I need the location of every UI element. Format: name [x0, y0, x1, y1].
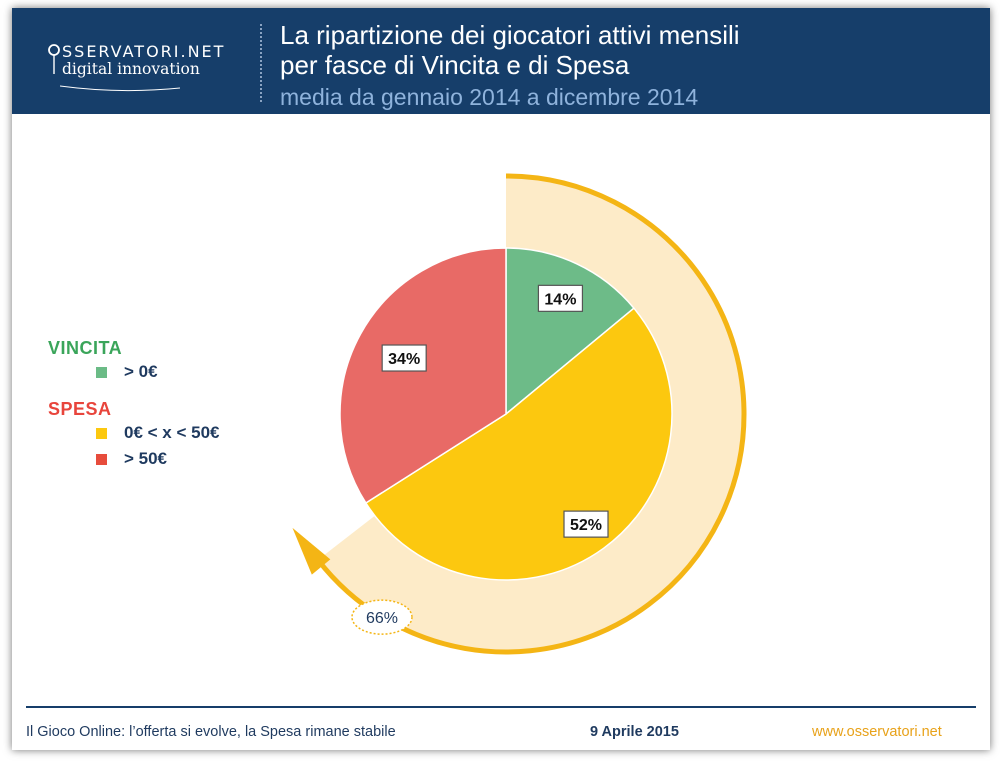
legend-item-spesa-high: > 50€ [48, 446, 308, 472]
slice-label-0: 14% [537, 284, 584, 312]
page-subtitle: media da gennaio 2014 a dicembre 2014 [280, 84, 699, 110]
legend-swatch-red [96, 454, 107, 465]
logo-top-text: SSERVATORI.NET [62, 42, 226, 61]
pie-slice-2 [339, 247, 507, 504]
legend-label-vincita: > 0€ [124, 362, 158, 381]
legend-swatch-green [96, 367, 107, 378]
annotation-label-text: 66% [366, 610, 398, 627]
annotation-label: 66% [351, 599, 413, 635]
slice-label-0-text: 14% [544, 291, 576, 308]
footer-date: 9 Aprile 2015 [590, 724, 679, 740]
annotation-arrow-icon [292, 527, 331, 575]
footer-divider [26, 706, 976, 708]
slice-label-1-text: 52% [570, 517, 602, 534]
footer-caption: Il Gioco Online: l’offerta si evolve, la… [26, 724, 396, 740]
title-line-1: La ripartizione dei giocatori attivi men… [280, 20, 740, 50]
slice-label-2-text: 34% [388, 351, 420, 368]
osservatori-logo: SSERVATORI.NET digital innovation [48, 42, 250, 102]
annotation-arc-band [317, 176, 745, 653]
logo-bottom-text: digital innovation [62, 60, 200, 78]
slide: SSERVATORI.NET digital innovation La rip… [12, 8, 990, 750]
annotation-arc-stroke [315, 173, 747, 655]
legend-swatch-yellow [96, 428, 107, 439]
slice-label-2-box [381, 344, 427, 372]
slice-label-1-box [563, 510, 609, 538]
legend-label-spesa-high: > 50€ [124, 449, 168, 468]
legend-item-vincita: > 0€ [48, 359, 308, 385]
legend-item-spesa-low: 0€ < x < 50€ [48, 420, 308, 446]
slice-label-0-box [537, 284, 584, 312]
header-divider [260, 24, 262, 102]
chart-legend: VINCITA > 0€ SPESA 0€ < x < 50€ > 50€ [48, 338, 308, 472]
title-line-2: per fasce di Vincita e di Spesa [280, 50, 630, 80]
footer-url[interactable]: www.osservatori.net [812, 724, 942, 740]
header-banner: SSERVATORI.NET digital innovation La rip… [12, 8, 990, 114]
logo-swoosh-icon [60, 85, 180, 92]
slice-label-1: 52% [563, 510, 609, 538]
annotation-label-ellipse [351, 599, 413, 635]
slice-label-2: 34% [381, 344, 427, 372]
legend-label-spesa-low: 0€ < x < 50€ [124, 423, 220, 442]
legend-spesa-title: SPESA [48, 399, 112, 419]
map-pin-icon [48, 44, 60, 74]
page-title: La ripartizione dei giocatori attivi men… [280, 20, 740, 80]
pie-chart: 14% 52% 34% 66% [292, 173, 747, 655]
legend-vincita-title: VINCITA [48, 338, 123, 358]
